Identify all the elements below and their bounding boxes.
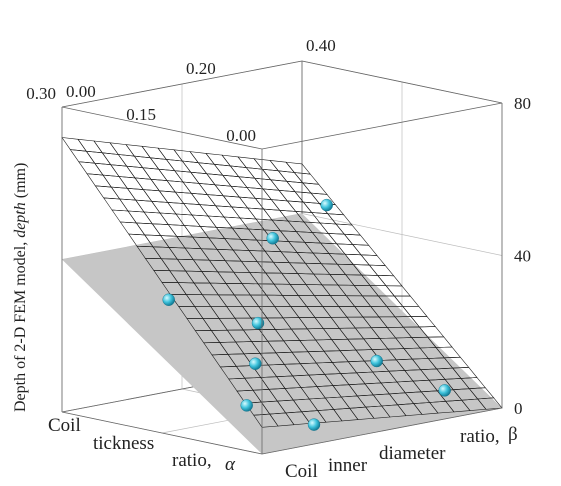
data-point-marker — [240, 399, 253, 412]
surface-shadow — [62, 213, 502, 454]
x-tick-label: 0.00 — [226, 126, 256, 145]
surface-patch — [175, 213, 201, 227]
surface-patch — [368, 264, 395, 277]
x-tick-label: 0.15 — [126, 105, 156, 124]
surface-patch — [352, 244, 378, 256]
z-axis-label-unit: (mm) — [12, 163, 29, 203]
surface-patch — [191, 214, 217, 228]
surface-patch — [385, 285, 411, 297]
plot-box-front — [61, 60, 503, 455]
surface-patch — [377, 275, 403, 287]
surface-patch — [110, 186, 137, 201]
data-point-marker — [249, 357, 262, 370]
data-point-marker — [266, 232, 279, 245]
z-axis-label: Depth of 2-D FEM model, depth (mm) — [12, 163, 29, 412]
tick-labels: 0.00 0.15 0.30 0.00 0.20 0.40 0 40 80 — [26, 36, 531, 418]
y-axis-label-word-4: ratio, — [460, 426, 500, 447]
surface-patch — [247, 207, 273, 221]
y-axis-label-word-1: Coil — [285, 461, 318, 482]
surface-patch — [269, 160, 295, 173]
data-point-marker — [162, 293, 175, 306]
surface-patch — [253, 413, 279, 428]
surface-patch — [335, 223, 361, 236]
surface-patch — [135, 222, 162, 236]
box-edge-top — [261, 102, 503, 150]
box-edge-top — [61, 60, 303, 108]
surface-patch — [159, 212, 185, 226]
surface-patch — [319, 222, 345, 235]
surface-patch — [207, 215, 233, 229]
data-points — [162, 198, 451, 431]
box-edge-front-x — [61, 411, 263, 455]
x-axis-label-word-3: ratio, — [172, 450, 212, 471]
surface-patch — [199, 204, 225, 218]
box-edge-top — [61, 106, 263, 150]
surface-patch — [94, 185, 121, 200]
surface-patch — [167, 202, 193, 216]
surface-patch — [111, 209, 137, 224]
z-tick-label: 0 — [514, 399, 523, 418]
z-tick-label: 40 — [514, 247, 531, 266]
surface-patch — [103, 197, 129, 212]
response-surface — [61, 137, 503, 428]
surface-patch — [142, 189, 169, 203]
surface-patch — [151, 200, 177, 215]
surface-patch — [143, 211, 169, 225]
surface-patch — [127, 210, 153, 225]
x-axis-label-word-1: Coil — [48, 415, 81, 436]
z-axis-label-var: depth — [12, 202, 29, 238]
data-point-marker — [307, 418, 321, 431]
surface-patch — [135, 199, 161, 214]
surface-shadow-area — [62, 213, 502, 454]
y-axis-label-word-3: diameter — [379, 443, 446, 464]
surface-patch — [231, 206, 257, 220]
surface-patch — [343, 233, 370, 246]
z-axis-label-prefix: Depth of 2-D FEM model, — [12, 238, 29, 412]
data-point-marker — [320, 198, 333, 212]
x-axis-label-word-2: tickness — [93, 433, 154, 454]
surface-patch — [393, 295, 420, 307]
surface-patch — [183, 203, 209, 217]
x-tick-label: 0.30 — [26, 84, 56, 103]
data-point-marker — [251, 316, 265, 330]
y-tick-label: 0.00 — [66, 82, 96, 101]
y-tick-label: 0.40 — [306, 36, 336, 55]
box-edge-front-y — [261, 407, 503, 455]
surface-patch — [285, 161, 311, 175]
surface-patch — [151, 223, 178, 237]
box-edge-top — [301, 60, 503, 104]
x-axis-label-word-4: α — [225, 454, 236, 475]
z-tick-label: 80 — [514, 94, 531, 113]
surface-patch — [119, 198, 145, 213]
data-point-marker — [370, 354, 383, 368]
surface-patch — [119, 221, 146, 236]
data-point-marker — [438, 384, 451, 397]
y-axis-label-word-2: inner — [328, 455, 368, 476]
y-axis-label-word-5: β — [508, 424, 518, 445]
surface-patch — [360, 254, 386, 266]
y-tick-label: 0.20 — [186, 59, 216, 78]
surface-patch — [215, 205, 241, 219]
